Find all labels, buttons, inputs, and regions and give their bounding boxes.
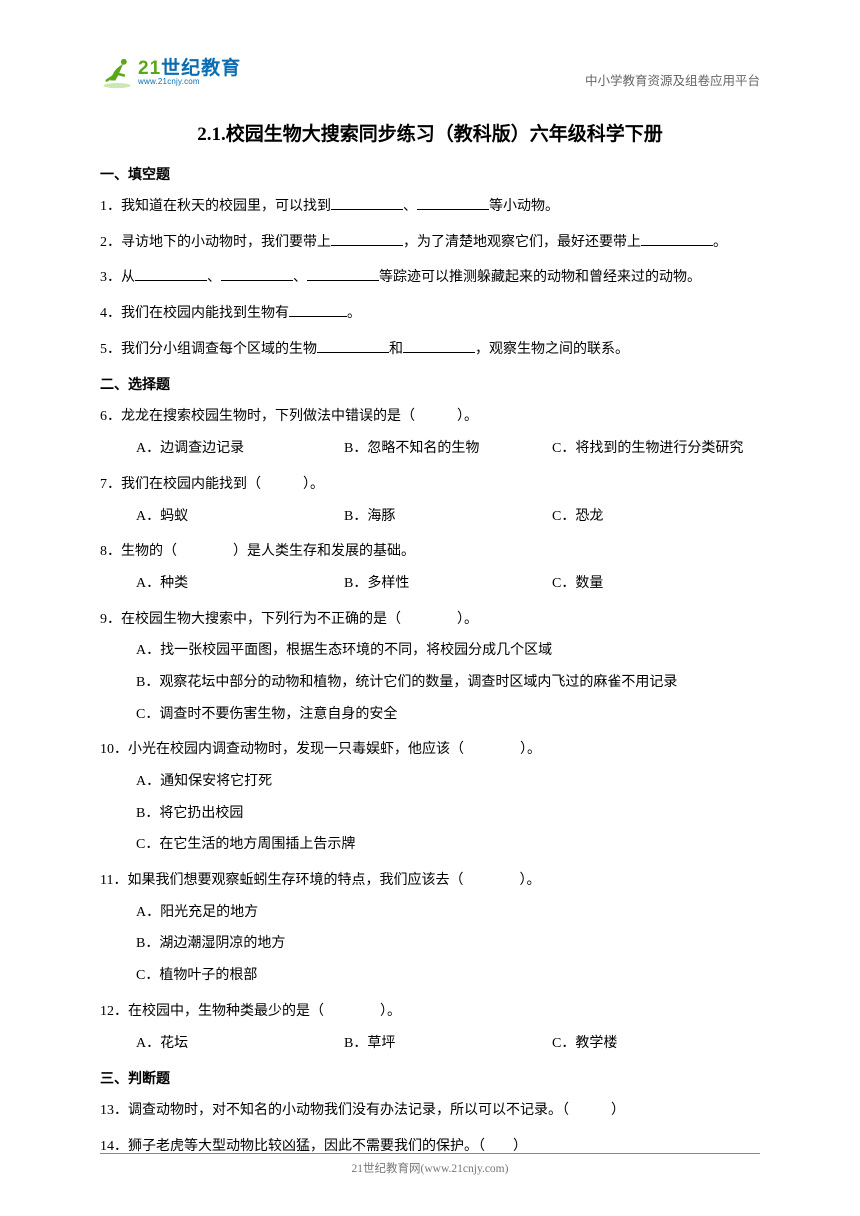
logo: 21世纪教育 www.21cnjy.com: [100, 55, 241, 89]
header: 21世纪教育 www.21cnjy.com 中小学教育资源及组卷应用平台: [100, 55, 760, 89]
footer-divider: [100, 1153, 760, 1154]
q1-post: 等小动物。: [489, 199, 559, 214]
fill-blank[interactable]: [135, 267, 207, 281]
q5-pre: 5．我们分小组调查每个区域的生物: [100, 342, 317, 357]
q2-mid: ，为了清楚地观察它们，最好还要带上: [403, 235, 641, 250]
q9-stem: 9．在校园生物大搜索中，下列行为不正确的是（ ）。: [100, 609, 760, 631]
q3-post: 等踪迹可以推测躲藏起来的动物和曾经来过的动物。: [379, 270, 701, 285]
footer-text: 21世纪教育网(www.21cnjy.com): [0, 1160, 860, 1176]
q9-options: A．找一张校园平面图，根据生态环境的不同，将校园分成几个区域 B．观察花坛中部分…: [100, 640, 760, 725]
q12-opt-c[interactable]: C．教学楼: [552, 1033, 760, 1055]
q3-m2: 、: [293, 270, 307, 285]
q8-opt-b[interactable]: B．多样性: [344, 573, 552, 595]
section-choice-heading: 二、选择题: [100, 374, 760, 394]
q4-pre: 4．我们在校园内能找到生物有: [100, 306, 289, 321]
q10-opt-b[interactable]: B．将它扔出校园: [136, 803, 760, 825]
question-7: 7．我们在校园内能找到（ ）。 A．蚂蚁 B．海豚 C．恐龙: [100, 474, 760, 527]
logo-text: 21世纪教育 www.21cnjy.com: [138, 59, 241, 86]
fill-blank[interactable]: [307, 267, 379, 281]
q11-options: A．阳光充足的地方 B．湖边潮湿阴凉的地方 C．植物叶子的根部: [100, 902, 760, 987]
fill-blank[interactable]: [331, 232, 403, 246]
logo-title-rest: 世纪教育: [161, 58, 241, 79]
logo-title-21: 21: [138, 58, 161, 79]
q6-opt-c[interactable]: C．将找到的生物进行分类研究: [552, 438, 760, 460]
header-platform-text: 中小学教育资源及组卷应用平台: [585, 70, 760, 89]
q11-opt-a[interactable]: A．阳光充足的地方: [136, 902, 760, 924]
q11-opt-b[interactable]: B．湖边潮湿阴凉的地方: [136, 933, 760, 955]
q3-m1: 、: [207, 270, 221, 285]
q7-options: A．蚂蚁 B．海豚 C．恐龙: [100, 506, 760, 528]
q8-stem: 8．生物的（ ）是人类生存和发展的基础。: [100, 541, 760, 563]
q6-opt-b[interactable]: B．忽略不知名的生物: [344, 438, 552, 460]
q4-post: 。: [347, 306, 361, 321]
q1-pre: 1．我知道在秋天的校园里，可以找到: [100, 199, 331, 214]
question-12: 12．在校园中，生物种类最少的是（ ）。 A．花坛 B．草坪 C．教学楼: [100, 1001, 760, 1054]
q9-opt-b[interactable]: B．观察花坛中部分的动物和植物，统计它们的数量，调查时区域内飞过的麻雀不用记录: [136, 672, 760, 694]
q2-post: 。: [713, 235, 727, 250]
question-8: 8．生物的（ ）是人类生存和发展的基础。 A．种类 B．多样性 C．数量: [100, 541, 760, 594]
q6-stem: 6．龙龙在搜索校园生物时，下列做法中错误的是（ ）。: [100, 406, 760, 428]
section-fill-heading: 一、填空题: [100, 164, 760, 184]
q8-options: A．种类 B．多样性 C．数量: [100, 573, 760, 595]
q5-mid: 和: [389, 342, 403, 357]
q12-opt-a[interactable]: A．花坛: [136, 1033, 344, 1055]
question-14: 14．狮子老虎等大型动物比较凶猛，因此不需要我们的保护。（ ）: [100, 1136, 760, 1158]
q12-stem: 12．在校园中，生物种类最少的是（ ）。: [100, 1001, 760, 1023]
question-13: 13．调查动物时，对不知名的小动物我们没有办法记录，所以可以不记录。（ ）: [100, 1100, 760, 1122]
fill-blank[interactable]: [289, 303, 347, 317]
fill-blank[interactable]: [331, 196, 403, 210]
q6-options: A．边调查边记录 B．忽略不知名的生物 C．将找到的生物进行分类研究: [100, 438, 760, 460]
question-10: 10．小光在校园内调查动物时，发现一只毒娱虾，他应该（ ）。 A．通知保安将它打…: [100, 739, 760, 856]
page-title: 2.1.校园生物大搜索同步练习（教科版）六年级科学下册: [100, 119, 760, 146]
logo-url: www.21cnjy.com: [138, 78, 241, 86]
logo-runner-icon: [100, 55, 134, 89]
section-judge-heading: 三、判断题: [100, 1068, 760, 1088]
fill-blank[interactable]: [317, 339, 389, 353]
page: 21世纪教育 www.21cnjy.com 中小学教育资源及组卷应用平台 2.1…: [0, 0, 860, 1158]
question-4: 4．我们在校园内能找到生物有 。: [100, 303, 760, 325]
fill-blank[interactable]: [221, 267, 293, 281]
q8-opt-a[interactable]: A．种类: [136, 573, 344, 595]
q2-pre: 2．寻访地下的小动物时，我们要带上: [100, 235, 331, 250]
fill-blank[interactable]: [641, 232, 713, 246]
question-2: 2．寻访地下的小动物时，我们要带上 ，为了清楚地观察它们，最好还要带上 。: [100, 232, 760, 254]
question-1: 1．我知道在秋天的校园里，可以找到 、 等小动物。: [100, 196, 760, 218]
question-6: 6．龙龙在搜索校园生物时，下列做法中错误的是（ ）。 A．边调查边记录 B．忽略…: [100, 406, 760, 459]
q10-options: A．通知保安将它打死 B．将它扔出校园 C．在它生活的地方周围插上告示牌: [100, 771, 760, 856]
fill-blank[interactable]: [403, 339, 475, 353]
q9-opt-c[interactable]: C．调查时不要伤害生物，注意自身的安全: [136, 704, 760, 726]
q10-opt-c[interactable]: C．在它生活的地方周围插上告示牌: [136, 834, 760, 856]
question-5: 5．我们分小组调查每个区域的生物 和 ，观察生物之间的联系。: [100, 339, 760, 361]
q11-opt-c[interactable]: C．植物叶子的根部: [136, 965, 760, 987]
question-9: 9．在校园生物大搜索中，下列行为不正确的是（ ）。 A．找一张校园平面图，根据生…: [100, 609, 760, 726]
question-11: 11．如果我们想要观察蚯蚓生存环境的特点，我们应该去（ ）。 A．阳光充足的地方…: [100, 870, 760, 987]
q7-opt-c[interactable]: C．恐龙: [552, 506, 760, 528]
q6-opt-a[interactable]: A．边调查边记录: [136, 438, 344, 460]
q1-mid: 、: [403, 199, 417, 214]
q11-stem: 11．如果我们想要观察蚯蚓生存环境的特点，我们应该去（ ）。: [100, 870, 760, 892]
q12-opt-b[interactable]: B．草坪: [344, 1033, 552, 1055]
q7-opt-b[interactable]: B．海豚: [344, 506, 552, 528]
q8-opt-c[interactable]: C．数量: [552, 573, 760, 595]
q10-opt-a[interactable]: A．通知保安将它打死: [136, 771, 760, 793]
q5-post: ，观察生物之间的联系。: [475, 342, 629, 357]
logo-title: 21世纪教育: [138, 59, 241, 78]
q7-stem: 7．我们在校园内能找到（ ）。: [100, 474, 760, 496]
q3-pre: 3．从: [100, 270, 135, 285]
q12-options: A．花坛 B．草坪 C．教学楼: [100, 1033, 760, 1055]
question-3: 3．从 、 、 等踪迹可以推测躲藏起来的动物和曾经来过的动物。: [100, 267, 760, 289]
q10-stem: 10．小光在校园内调查动物时，发现一只毒娱虾，他应该（ ）。: [100, 739, 760, 761]
fill-blank[interactable]: [417, 196, 489, 210]
q7-opt-a[interactable]: A．蚂蚁: [136, 506, 344, 528]
q9-opt-a[interactable]: A．找一张校园平面图，根据生态环境的不同，将校园分成几个区域: [136, 640, 760, 662]
